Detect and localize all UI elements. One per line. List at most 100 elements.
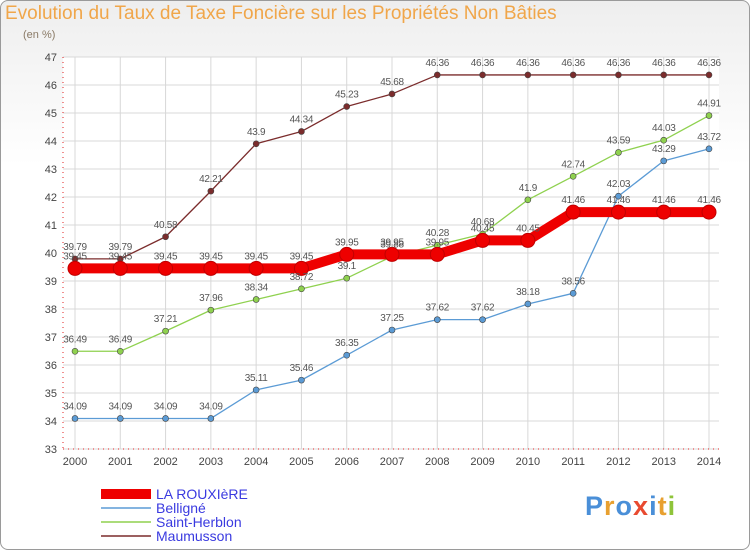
x-tick-label: 2002 xyxy=(153,456,177,468)
y-tick-label: 36 xyxy=(45,360,57,372)
logo-letter: t xyxy=(657,491,668,521)
data-point xyxy=(569,172,577,180)
y-tick-label: 38 xyxy=(45,304,57,316)
data-point xyxy=(660,71,668,79)
x-tick-label: 2008 xyxy=(425,456,449,468)
data-point xyxy=(112,260,128,276)
data-label: 46.36 xyxy=(426,58,450,69)
data-point xyxy=(158,260,174,276)
data-point xyxy=(298,376,305,384)
data-label: 38.72 xyxy=(290,272,314,283)
logo-letter: P xyxy=(585,491,605,521)
data-label: 39.45 xyxy=(290,251,314,262)
logo-letter: r xyxy=(604,491,616,521)
x-tick-label: 2001 xyxy=(108,456,132,468)
data-point xyxy=(433,316,441,323)
data-label: 37.25 xyxy=(380,313,404,324)
logo-letter: x xyxy=(633,491,650,521)
data-point xyxy=(298,128,305,135)
data-label: 46.36 xyxy=(697,58,721,69)
data-point xyxy=(252,296,260,303)
data-label: 41.9 xyxy=(519,183,538,194)
data-point xyxy=(207,187,215,195)
data-label: 34.09 xyxy=(109,401,133,412)
data-point xyxy=(343,103,351,110)
data-label: 39.79 xyxy=(109,242,133,253)
data-label: 39.1 xyxy=(338,261,357,272)
data-point xyxy=(433,71,441,79)
data-label: 37.21 xyxy=(154,314,178,325)
x-tick-label: 2013 xyxy=(651,456,675,468)
y-tick-label: 37 xyxy=(45,332,57,344)
data-point xyxy=(524,71,532,79)
data-label: 43.59 xyxy=(607,135,631,146)
data-label: 45.68 xyxy=(380,77,404,88)
x-tick-label: 2010 xyxy=(516,456,540,468)
data-point xyxy=(610,204,626,220)
data-label: 34.09 xyxy=(154,401,178,412)
legend-label: Saint-Herblon xyxy=(156,514,242,530)
logo-letter: o xyxy=(615,491,634,521)
data-label: 39.95 xyxy=(426,237,450,248)
data-point xyxy=(524,196,532,204)
x-tick-label: 2000 xyxy=(63,456,87,468)
data-label: 34.09 xyxy=(63,401,87,412)
data-point xyxy=(298,285,305,293)
data-label: 38.18 xyxy=(516,287,540,298)
data-point xyxy=(565,204,581,220)
data-label: 45.23 xyxy=(335,90,359,101)
data-label: 40.58 xyxy=(154,220,178,231)
data-label: 39.45 xyxy=(109,251,133,262)
legend-label: Maumusson xyxy=(156,528,232,544)
data-label: 46.36 xyxy=(607,58,631,69)
data-point xyxy=(293,260,309,276)
legend-label: Belligné xyxy=(156,500,206,516)
data-label: 37.62 xyxy=(426,303,450,314)
data-point xyxy=(71,415,79,422)
proxiti-logo[interactable]: Proxiti xyxy=(585,491,676,522)
x-tick-label: 2014 xyxy=(697,456,721,468)
data-point xyxy=(339,246,355,262)
x-tick-label: 2009 xyxy=(470,456,494,468)
data-point xyxy=(705,145,713,153)
data-label: 41.46 xyxy=(652,195,676,206)
data-point xyxy=(252,386,260,394)
legend-label: LA ROUXIèRE xyxy=(156,486,248,502)
data-label: 39.45 xyxy=(63,251,87,262)
data-label: 37.96 xyxy=(199,293,223,304)
data-point xyxy=(116,347,124,355)
data-point xyxy=(67,260,83,276)
data-point xyxy=(569,290,577,297)
data-label: 46.36 xyxy=(516,58,540,69)
data-label: 39.45 xyxy=(244,251,268,262)
x-tick-label: 2012 xyxy=(606,456,630,468)
data-point xyxy=(384,246,400,262)
chart-title: Evolution du Taux de Taxe Foncière sur l… xyxy=(5,3,557,24)
data-label: 36.49 xyxy=(63,334,87,345)
data-label: 34.09 xyxy=(199,401,223,412)
y-tick-label: 47 xyxy=(45,52,57,64)
y-tick-label: 45 xyxy=(45,108,57,120)
data-point xyxy=(248,260,264,276)
data-label: 41.46 xyxy=(607,195,631,206)
x-tick-label: 2004 xyxy=(244,456,268,468)
data-label: 44.34 xyxy=(290,114,314,125)
x-tick-label: 2005 xyxy=(289,456,313,468)
data-label: 38.34 xyxy=(244,282,268,293)
data-label: 46.36 xyxy=(561,58,585,69)
y-tick-label: 43 xyxy=(45,164,57,176)
data-point xyxy=(615,149,622,156)
data-point xyxy=(252,140,260,148)
logo-letter: i xyxy=(667,491,677,521)
data-point xyxy=(116,415,124,422)
data-point xyxy=(388,90,396,98)
data-point xyxy=(615,192,622,200)
data-label: 40.28 xyxy=(426,228,450,239)
data-point xyxy=(569,71,577,79)
y-tick-label: 39 xyxy=(45,276,57,288)
y-tick-label: 46 xyxy=(45,80,57,92)
data-label: 42.03 xyxy=(607,179,631,190)
data-point xyxy=(701,204,717,220)
data-label: 40.68 xyxy=(471,217,495,228)
